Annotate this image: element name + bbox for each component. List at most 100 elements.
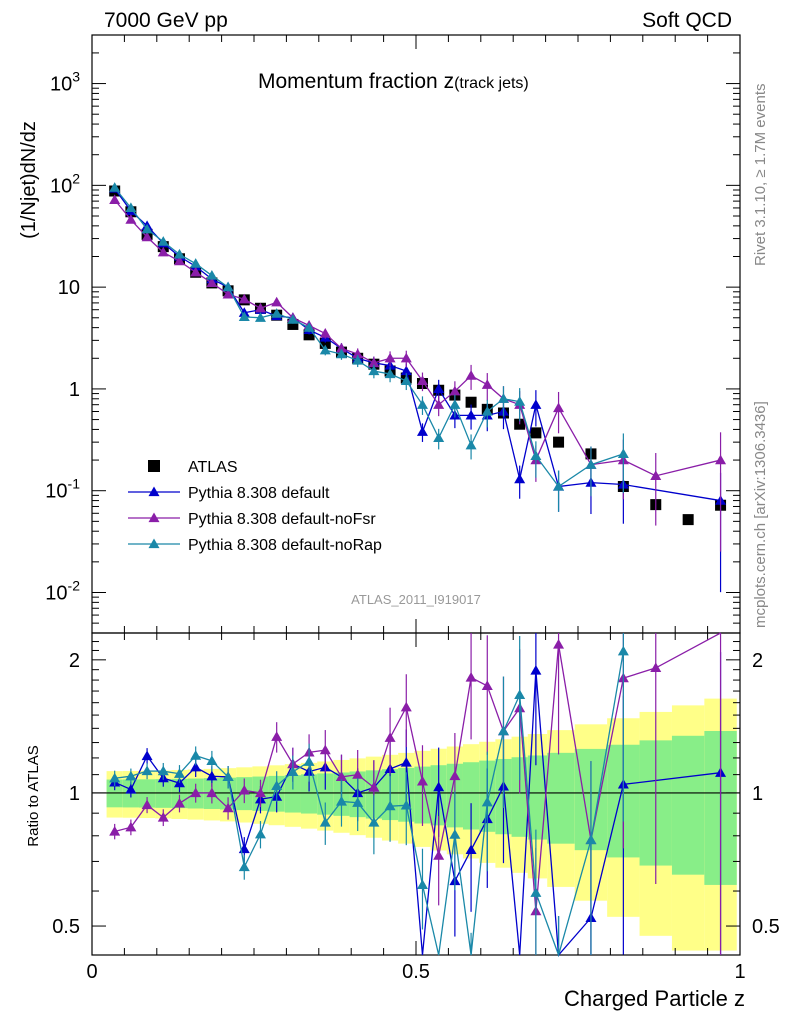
ratio-point <box>416 879 428 890</box>
uncertainty-bands <box>106 698 737 951</box>
data-point <box>465 370 477 380</box>
data-point <box>715 454 727 465</box>
ratio-point <box>497 725 509 736</box>
y-tick-base: 10 <box>45 582 67 604</box>
ratio-point <box>271 780 283 790</box>
data-point-atlas <box>303 329 315 341</box>
data-point <box>416 399 428 409</box>
y-tick-exponent: -2 <box>68 577 81 593</box>
ratio-point <box>190 761 202 772</box>
legend-label: ATLAS <box>188 459 238 476</box>
data-point <box>109 194 121 204</box>
ratio-point <box>222 771 234 782</box>
data-point <box>173 255 185 266</box>
legend-label: Pythia 8.308 default <box>188 485 330 502</box>
ratio-point <box>617 645 629 656</box>
data-point <box>157 236 169 246</box>
ratio-point <box>303 756 315 766</box>
y-tick-exponent: 2 <box>72 170 80 186</box>
ratio-point <box>173 797 185 808</box>
ratio-point <box>352 769 364 779</box>
ratio-point <box>141 799 153 810</box>
ratio-point <box>206 787 218 798</box>
ratio-point <box>449 770 461 781</box>
data-point <box>433 432 445 443</box>
data-point <box>206 270 218 280</box>
ratio-band-green <box>300 774 318 814</box>
ratio-point <box>190 787 202 798</box>
data-point <box>173 248 185 259</box>
legend-label: Pythia 8.308 default-noRap <box>188 537 382 554</box>
ratio-point <box>238 861 250 872</box>
data-point <box>465 409 477 420</box>
data-point <box>368 365 380 376</box>
ratio-point <box>157 811 169 822</box>
ratio-point <box>141 765 153 776</box>
data-point <box>190 258 202 268</box>
ratio-point <box>368 817 380 827</box>
y-tick-label: 102 <box>50 170 80 197</box>
ratio-point <box>553 638 565 649</box>
ratio-band-green <box>317 773 334 815</box>
series-line <box>114 188 721 502</box>
ratio-point <box>335 795 347 806</box>
data-point <box>384 368 396 379</box>
data-point <box>650 470 662 480</box>
ratio-band-green <box>462 762 480 830</box>
ratio-point <box>352 797 364 807</box>
ratio-point <box>125 783 137 794</box>
ratio-point <box>173 768 185 778</box>
data-point-atlas <box>287 318 299 330</box>
data-point <box>449 385 461 396</box>
y-tick-label: 10-1 <box>45 476 80 503</box>
y-tick-base: 10 <box>45 481 67 503</box>
data-point-atlas <box>319 337 331 349</box>
data-point <box>384 352 396 363</box>
rivet-version-label: Rivet 3.1.10, ≥ 1.7M events <box>752 84 769 267</box>
data-point <box>530 450 542 460</box>
data-point <box>400 375 412 385</box>
ratio-point <box>465 844 477 855</box>
data-point <box>271 308 283 318</box>
data-point <box>617 448 629 459</box>
header-right: Soft QCD <box>642 9 732 32</box>
data-point <box>109 182 121 192</box>
data-point-atlas <box>553 436 565 448</box>
data-point <box>287 314 299 324</box>
data-point <box>481 379 493 389</box>
ratio-band-green <box>527 755 548 840</box>
ratio-point <box>400 701 412 712</box>
ratio-point <box>400 756 412 767</box>
ratio-point <box>271 731 283 741</box>
ratio-point <box>206 770 218 781</box>
legend: ATLAS Pythia 8.308 default Pythia 8.308 de… <box>128 459 382 554</box>
data-point <box>352 355 364 365</box>
data-point <box>254 312 266 322</box>
ratio-point <box>254 787 266 798</box>
data-point <box>514 396 526 406</box>
ratio-point <box>319 744 331 755</box>
data-point <box>319 344 331 355</box>
data-point <box>222 281 234 292</box>
data-point <box>271 296 283 307</box>
data-point <box>530 399 542 409</box>
data-point <box>352 348 364 359</box>
data-point <box>400 365 412 376</box>
chart-title-z: z <box>444 70 455 93</box>
y-tick-label: 1 <box>69 379 80 401</box>
ratio-point <box>481 680 493 691</box>
ratio-band-green <box>511 757 528 837</box>
data-point <box>125 214 137 224</box>
data-point <box>238 293 250 304</box>
header-left: 7000 GeV pp <box>104 9 228 32</box>
ratio-point <box>449 829 461 839</box>
ratio-point <box>222 802 234 813</box>
ratio-point <box>157 765 169 776</box>
ratio-point <box>254 828 266 839</box>
data-point <box>497 393 509 403</box>
ratio-tick-label-right: 2 <box>752 650 763 672</box>
data-point <box>335 342 347 353</box>
